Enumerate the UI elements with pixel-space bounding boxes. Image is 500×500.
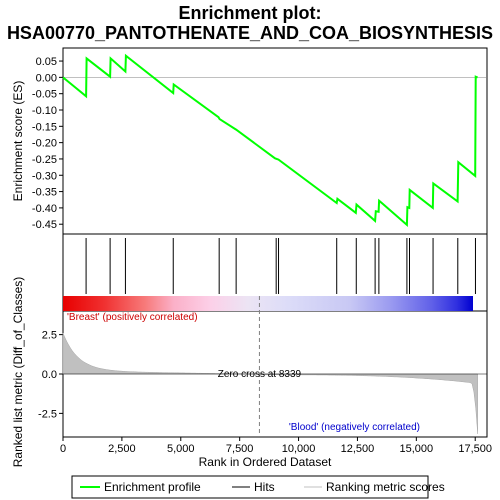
zero-cross-label: Zero cross at 8339 bbox=[218, 369, 302, 380]
chart-title-line2: HSA00770_PANTOTHENATE_AND_COA_BIOSYNTHES… bbox=[7, 23, 493, 43]
negative-class-label: 'Blood' (negatively correlated) bbox=[289, 422, 420, 433]
x-tick-label: 10,000 bbox=[282, 443, 316, 455]
ranking-metric-area bbox=[62, 333, 478, 434]
metric-tick-label: 2.5 bbox=[42, 330, 57, 342]
es-tick-label: -0.35 bbox=[32, 187, 57, 199]
es-tick-label: -0.25 bbox=[32, 154, 57, 166]
legend-hits-label: Hits bbox=[254, 480, 275, 494]
metric-tick-label: 0.0 bbox=[42, 369, 57, 381]
x-tick-label: 5,000 bbox=[167, 443, 195, 455]
rank-color-bar bbox=[63, 296, 473, 311]
positive-class-label: 'Breast' (positively correlated) bbox=[67, 312, 198, 323]
x-tick-label: 12,500 bbox=[341, 443, 375, 455]
metric-y-axis-label: Ranked list metric (Diff_of_Classes) bbox=[11, 277, 25, 468]
x-tick-label: 2,500 bbox=[108, 443, 136, 455]
x-tick-label: 15,000 bbox=[400, 443, 434, 455]
es-tick-label: -0.15 bbox=[32, 121, 57, 133]
x-axis-ticks: 0 2,500 5,000 7,500 10,000 12,500 15,000 17,500 bbox=[60, 437, 492, 455]
x-axis-label: Rank in Ordered Dataset bbox=[199, 455, 332, 469]
es-tick-label: -0.30 bbox=[32, 170, 57, 182]
x-tick-label: 7,500 bbox=[226, 443, 254, 455]
legend: Enrichment profile Hits Ranking metric s… bbox=[71, 475, 445, 499]
chart-title-line1: Enrichment plot: bbox=[179, 3, 322, 23]
es-tick-label: 0.05 bbox=[36, 56, 57, 68]
es-y-axis-label: Enrichment score (ES) bbox=[11, 81, 25, 202]
metric-y-ticks: 2.5 0.0 -2.5 bbox=[38, 330, 63, 420]
hit-marks bbox=[85, 238, 476, 294]
enrichment-profile-line bbox=[62, 53, 478, 228]
es-panel-frame bbox=[62, 47, 488, 235]
es-tick-label: -0.40 bbox=[32, 203, 57, 215]
es-tick-label: -0.10 bbox=[32, 105, 57, 117]
es-tick-label: -0.45 bbox=[32, 219, 57, 231]
es-tick-label: -0.05 bbox=[32, 89, 57, 101]
legend-profile-label: Enrichment profile bbox=[104, 480, 201, 494]
legend-ranking-label: Ranking metric scores bbox=[326, 480, 445, 494]
x-tick-label: 17,500 bbox=[458, 443, 492, 455]
metric-tick-label: -2.5 bbox=[38, 408, 57, 420]
x-tick-label: 0 bbox=[60, 443, 66, 455]
es-tick-label: -0.20 bbox=[32, 138, 57, 150]
es-tick-label: 0.00 bbox=[36, 72, 57, 84]
es-y-ticks: 0.05 0.00 -0.05 -0.10 -0.15 -0.20 -0.25 -0.30 -0… bbox=[32, 56, 63, 231]
